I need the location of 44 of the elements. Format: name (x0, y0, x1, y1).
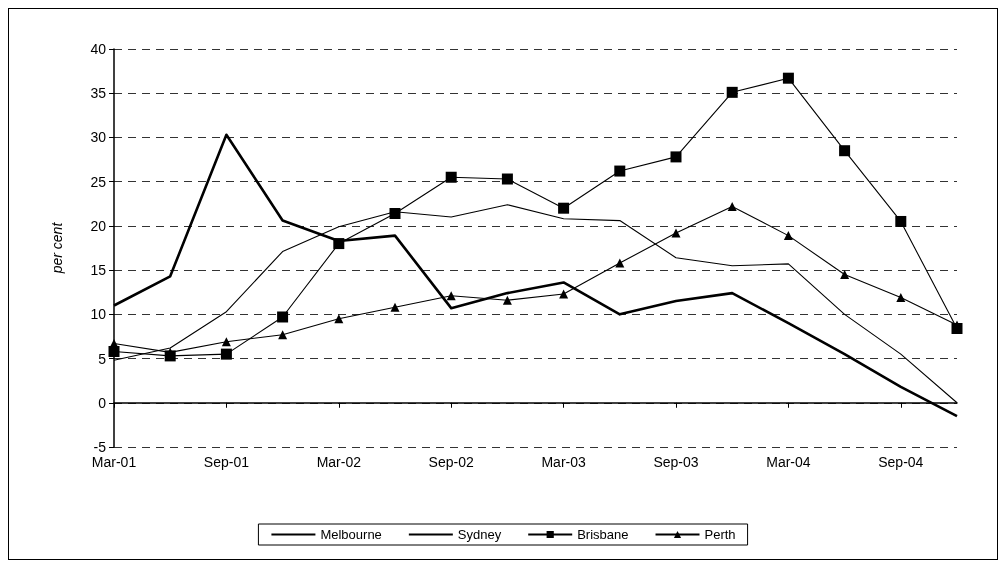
point (558, 202, 570, 214)
x-tick-label: Sep-02 (428, 454, 474, 470)
point (502, 295, 512, 305)
point (726, 86, 738, 98)
legend-label: Brisbane (577, 527, 629, 542)
x-tick-label: Mar-02 (316, 454, 362, 470)
point (839, 145, 851, 157)
point (783, 231, 793, 241)
y-tick-label: 15 (90, 262, 107, 279)
y-axis-title: per cent (49, 221, 65, 275)
y-tick-label: 5 (98, 350, 107, 367)
point (840, 270, 850, 280)
x-tick-label: Sep-01 (203, 454, 250, 470)
legend-label: Sydney (457, 527, 502, 542)
point (727, 201, 737, 211)
y-tick-label: 20 (90, 217, 107, 234)
point (221, 337, 231, 347)
y-tick-label: 35 (90, 85, 107, 102)
y-tick-label: -5 (93, 439, 107, 455)
point (278, 330, 288, 340)
x-tick-label: Sep-04 (878, 454, 924, 470)
point (896, 293, 906, 303)
point (220, 348, 232, 360)
point (277, 311, 289, 323)
point (615, 258, 625, 268)
point (445, 171, 457, 183)
x-tick-label: Mar-01 (91, 454, 137, 470)
point (614, 165, 626, 177)
legend-label: Perth (704, 527, 736, 542)
y-tick-label: 25 (90, 173, 107, 190)
y-tick-label: 40 (90, 41, 107, 57)
point (895, 215, 907, 227)
legend-label: Melbourne (320, 527, 382, 542)
y-tick-label: 0 (98, 394, 107, 411)
x-tick-label: Mar-04 (766, 454, 811, 470)
x-tick-label: Sep-03 (653, 454, 699, 470)
point (782, 72, 794, 84)
y-tick-label: 10 (90, 306, 107, 323)
x-tick-label: Mar-03 (541, 454, 586, 470)
y-tick-label: 30 (90, 129, 107, 146)
point (671, 228, 681, 238)
point (390, 302, 400, 312)
point (501, 173, 513, 185)
point (670, 151, 682, 163)
